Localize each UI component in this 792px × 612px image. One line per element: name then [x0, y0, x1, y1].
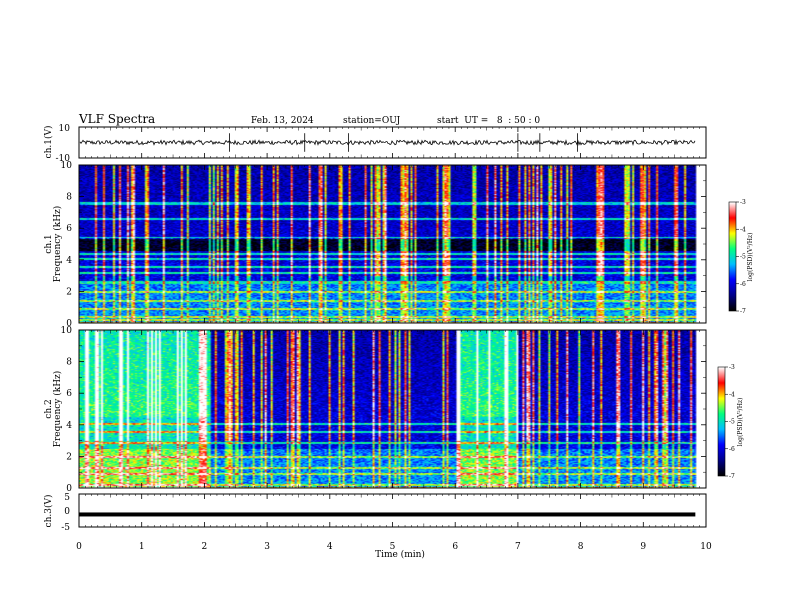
- ch2-spec-ytick-label: 4: [66, 421, 72, 431]
- ch3-waveform-panel: 5 0 -5 ch.3(V): [43, 493, 707, 533]
- ch1-waveform-panel: 10 -10 ch.1(V): [43, 124, 707, 164]
- ch2-spectrogram-ylabel-channel: ch.2: [44, 399, 54, 418]
- ch1-colorbar-ticks: -3 -4 -5 -6 -7: [736, 199, 746, 315]
- ch1-colorbar-tick-label: -6: [740, 281, 746, 288]
- time-axis-tick-label: 2: [202, 542, 208, 552]
- ch1-colorbar-tick-label: -3: [740, 199, 746, 206]
- ch2-spectrogram-panel: 0 2 4 6 8 10 ch.2 Frequency (kHz) -3 -4 -5 -6 -7 …: [44, 326, 744, 494]
- ch3-ytick-mid: 0: [64, 507, 70, 517]
- ch1-spec-ytick-label: 6: [66, 224, 72, 234]
- ch2-spec-ytick-label: 2: [66, 452, 72, 462]
- ch2-colorbar: -3 -4 -5 -6 -7 log(PSD)(V²/Hz): [717, 364, 744, 480]
- ch1-spec-ytick-label: 4: [66, 256, 72, 266]
- ch1-waveform-ylabel: ch.1(V): [43, 126, 54, 159]
- ch1-spec-ytick-label: 0: [66, 319, 72, 329]
- ch1-colorbar-image: [729, 202, 736, 311]
- ch1-spectrogram-image: [79, 165, 706, 323]
- ch1-spec-ytick-label: 8: [66, 193, 72, 203]
- ch1-ytick-bottom: -10: [56, 154, 71, 164]
- ch2-colorbar-label: log(PSD)(V²/Hz): [737, 398, 744, 447]
- ch1-colorbar-tick-label: -7: [740, 308, 746, 315]
- time-axis-tick-label: 1: [139, 542, 145, 552]
- ch1-spectrogram-ylabel-channel: ch.1: [44, 234, 54, 253]
- time-axis-tick-label: 5: [390, 542, 396, 552]
- ch1-spectrogram-ticks: [78, 164, 707, 324]
- ch1-waveform-trace: [79, 138, 696, 147]
- ch2-colorbar-image: [718, 367, 725, 476]
- ch1-colorbar-tick-label: -5: [740, 254, 746, 261]
- ch2-colorbar-ticks: -3 -4 -5 -6 -7: [725, 364, 735, 480]
- ch2-spec-ytick-label: 10: [61, 326, 73, 336]
- time-axis-label: Time (min): [375, 549, 425, 560]
- ch2-spectrogram-ticks: [78, 329, 707, 489]
- time-axis-tick-labels: 0 1 2 3 4 5 6 7 8 9 10: [76, 542, 712, 552]
- ch1-spec-ytick-label: 2: [66, 287, 72, 297]
- time-axis-tick-label: 0: [76, 542, 82, 552]
- start-ut-label: start UT = 8 : 50 : 0: [437, 116, 540, 126]
- ch2-colorbar-tick-label: -5: [729, 419, 735, 426]
- ch2-spec-ytick-label: 6: [66, 389, 72, 399]
- ch2-frequency-ytick-labels: 0 2 4 6 8 10: [61, 326, 73, 494]
- ch2-colorbar-tick-label: -6: [729, 446, 735, 453]
- ch3-waveform-trace: [79, 512, 696, 517]
- station-label: station=OUJ: [343, 116, 401, 126]
- ch1-spectrogram-ylabel-frequency: Frequency (kHz): [52, 206, 63, 283]
- ch3-waveform-ticks: [78, 494, 707, 527]
- ch1-ytick-top: 10: [59, 124, 71, 134]
- ch2-colorbar-tick-label: -4: [729, 391, 735, 398]
- time-axis-tick-label: 10: [700, 542, 712, 552]
- ch2-spec-ytick-label: 8: [66, 358, 72, 368]
- date-label: Feb. 13, 2024: [251, 116, 314, 126]
- time-axis-tick-label: 4: [327, 542, 333, 552]
- ch1-colorbar-label: log(PSD)(V²/Hz): [747, 233, 754, 282]
- time-axis-tick-label: 3: [264, 542, 270, 552]
- ch1-frequency-ytick-labels: 0 2 4 6 8 10: [61, 161, 73, 329]
- time-axis-tick-label: 7: [515, 542, 521, 552]
- ch3-ytick-bottom: -5: [61, 523, 70, 533]
- ch2-spectrogram-image: [79, 330, 706, 488]
- ch1-waveform-ticks: [78, 127, 707, 158]
- ch2-spectrogram-ylabel-frequency: Frequency (kHz): [52, 371, 63, 448]
- ch1-colorbar-tick-label: -4: [740, 226, 746, 233]
- ch2-colorbar-tick-label: -3: [729, 364, 735, 371]
- ch1-colorbar: -3 -4 -5 -6 -7 log(PSD)(V²/Hz): [728, 199, 754, 315]
- ch3-ytick-top: 5: [64, 493, 70, 503]
- ch3-waveform-ylabel: ch.3(V): [43, 495, 54, 528]
- ch1-spectrogram-panel: 0 2 4 6 8 10 ch.1 Frequency (kHz) -3 -4 -5 -6 -7 …: [44, 161, 754, 329]
- time-axis-tick-label: 6: [452, 542, 458, 552]
- time-axis-tick-label: 8: [578, 542, 584, 552]
- time-axis-tick-label: 9: [640, 542, 646, 552]
- ch1-spec-ytick-label: 10: [61, 161, 73, 171]
- ch2-spec-ytick-label: 0: [66, 484, 72, 494]
- ch2-colorbar-tick-label: -7: [729, 473, 735, 480]
- figure-title: VLF Spectra: [78, 112, 155, 126]
